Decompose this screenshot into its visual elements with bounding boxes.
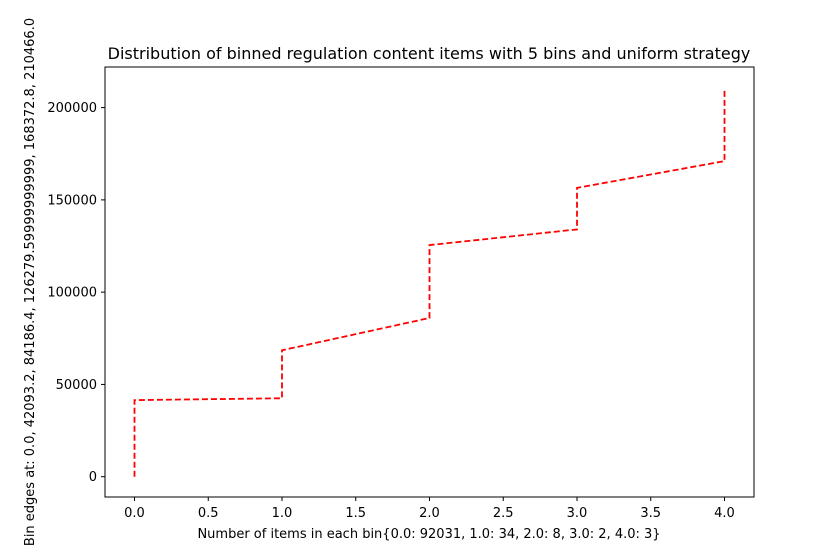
y-tick-label: 50000 [56, 378, 97, 393]
y-tick-label: 0 [89, 470, 97, 485]
x-tick-label: 3.0 [567, 506, 588, 521]
y-tick-label: 200000 [47, 101, 97, 116]
chart-title: Distribution of binned regulation conten… [108, 44, 751, 63]
x-tick-label: 2.0 [419, 506, 440, 521]
x-tick-label: 1.0 [272, 506, 293, 521]
x-tick-label: 3.5 [640, 506, 661, 521]
series-line-0 [133, 88, 726, 477]
y-tick-label: 100000 [47, 286, 97, 301]
x-tick-label: 4.0 [714, 506, 735, 521]
x-tick-label: 1.5 [345, 506, 366, 521]
x-axis-label: Number of items in each bin{0.0: 92031, … [197, 527, 660, 542]
x-tick-label: 0.0 [124, 506, 145, 521]
y-tick-label: 150000 [47, 193, 97, 208]
y-axis-label: Bin edges at: 0.0, 42093.2, 84186.4, 126… [23, 18, 38, 546]
x-tick-label: 2.5 [493, 506, 514, 521]
x-tick-label: 0.5 [198, 506, 219, 521]
